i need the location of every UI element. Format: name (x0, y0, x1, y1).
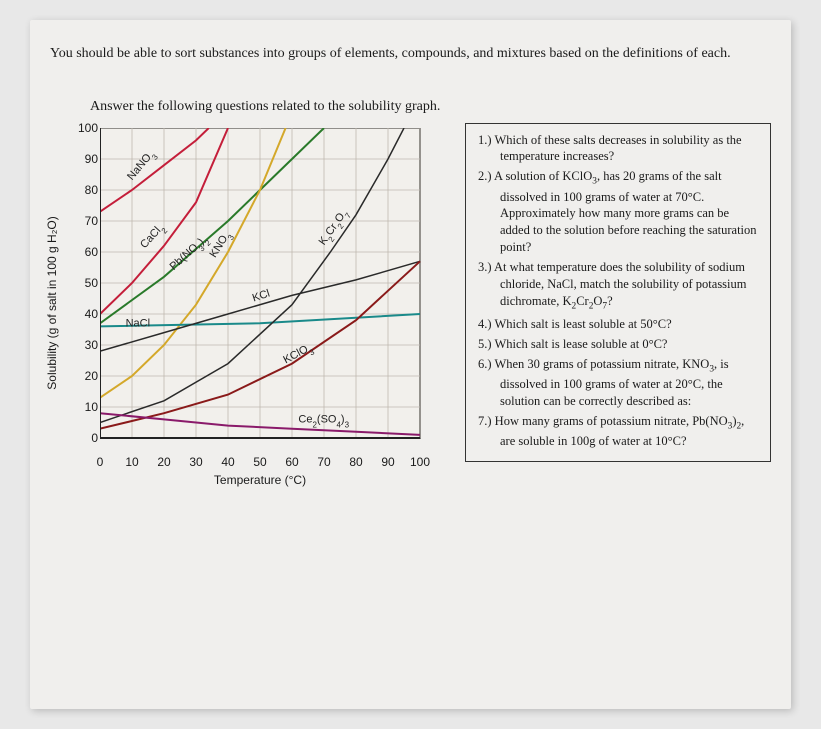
xtick: 0 (97, 455, 104, 469)
ytick: 60 (78, 245, 98, 259)
ytick: 0 (78, 431, 98, 445)
xtick: 80 (349, 455, 362, 469)
x-axis-label: Temperature (°C) (214, 473, 306, 487)
ytick: 40 (78, 307, 98, 321)
question-2: 2.) A solution of KClO3, has 20 grams of… (498, 168, 760, 256)
ytick: 50 (78, 276, 98, 290)
content-row: Solubility (g of salt in 100 g H₂O) Temp… (50, 123, 771, 483)
xtick: 10 (125, 455, 138, 469)
chart-svg: NaNO3CaCl2Pb(NO3)2KNO3NaClKClK2Cr2O7KClO… (100, 128, 430, 448)
subheading: Answer the following questions related t… (90, 99, 771, 115)
svg-text:NaCl: NaCl (126, 317, 150, 329)
ytick: 20 (78, 369, 98, 383)
xtick: 90 (381, 455, 394, 469)
xtick: 40 (221, 455, 234, 469)
xtick: 60 (285, 455, 298, 469)
xtick: 20 (157, 455, 170, 469)
question-5: 5.) Which salt is lease soluble at 0°C? (498, 336, 760, 353)
ytick: 100 (78, 121, 98, 135)
ytick: 70 (78, 214, 98, 228)
question-list: 1.) Which of these salts decreases in so… (476, 132, 760, 450)
question-box: 1.) Which of these salts decreases in so… (465, 123, 771, 462)
question-6: 6.) When 30 grams of potassium nitrate, … (498, 356, 760, 410)
question-7: 7.) How many grams of potassium nitrate,… (498, 413, 760, 450)
question-3: 3.) At what temperature does the solubil… (498, 259, 760, 313)
question-1: 1.) Which of these salts decreases in so… (498, 132, 760, 166)
solubility-chart: Solubility (g of salt in 100 g H₂O) Temp… (70, 123, 450, 483)
ytick: 90 (78, 152, 98, 166)
xtick: 70 (317, 455, 330, 469)
ytick: 30 (78, 338, 98, 352)
y-axis-label: Solubility (g of salt in 100 g H₂O) (45, 216, 59, 389)
question-4: 4.) Which salt is least soluble at 50°C? (498, 316, 760, 333)
ytick: 80 (78, 183, 98, 197)
xtick: 50 (253, 455, 266, 469)
xtick: 30 (189, 455, 202, 469)
xtick: 100 (410, 455, 430, 469)
worksheet-page: You should be able to sort substances in… (30, 20, 791, 709)
intro-text: You should be able to sort substances in… (50, 44, 771, 64)
ytick: 10 (78, 400, 98, 414)
